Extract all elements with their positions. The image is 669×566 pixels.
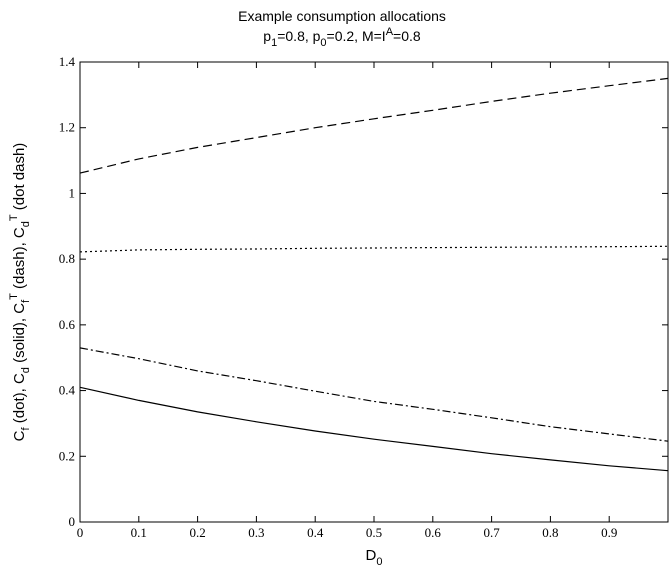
y-tick-label: 0.2 xyxy=(59,448,75,463)
x-tick-label: 0.3 xyxy=(248,525,264,540)
y-tick-label: 1.2 xyxy=(59,120,75,135)
y-tick-label: 1 xyxy=(69,185,76,200)
x-tick-label: 0.6 xyxy=(425,525,442,540)
x-tick-label: 0 xyxy=(77,525,84,540)
series-group xyxy=(79,77,669,472)
x-tick-label: 0.7 xyxy=(483,525,500,540)
plot-frame xyxy=(79,61,669,523)
x-tick-label: 0.5 xyxy=(366,525,382,540)
x-tick-label: 0.9 xyxy=(601,525,617,540)
y-tick-label: 0.6 xyxy=(59,317,76,332)
y-axis-label: Cf (dot), Cd (solid), CfT (dash), CdT (d… xyxy=(8,143,32,442)
y-tick-label: 1.4 xyxy=(59,54,76,69)
x-tick-label: 0.2 xyxy=(189,525,205,540)
axis-ticks: 0 0.1 0.2 0.3 0.4 0.5 0.6 0.7 0.8 0.9 0 0.2 0.4 0.6 0.… xyxy=(59,54,668,540)
x-tick-label: 0.8 xyxy=(542,525,558,540)
y-tick-label: 0.4 xyxy=(59,383,76,398)
x-tick-label: 0.4 xyxy=(307,525,324,540)
series-line-dot xyxy=(79,245,669,253)
series-line-solid xyxy=(79,386,669,472)
y-tick-label: 0 xyxy=(69,514,76,529)
x-tick-label: 0.1 xyxy=(131,525,147,540)
chart-title: Example consumption allocations xyxy=(238,8,446,24)
series-line-dash xyxy=(79,77,669,174)
series-line-dotdash xyxy=(79,347,669,442)
y-tick-label: 0.8 xyxy=(59,251,75,266)
chart-subtitle: p1=0.8, p0=0.2, M=IA=0.8 xyxy=(263,26,421,49)
x-axis-label: D0 xyxy=(366,547,383,566)
plot-area-frame xyxy=(79,61,669,523)
